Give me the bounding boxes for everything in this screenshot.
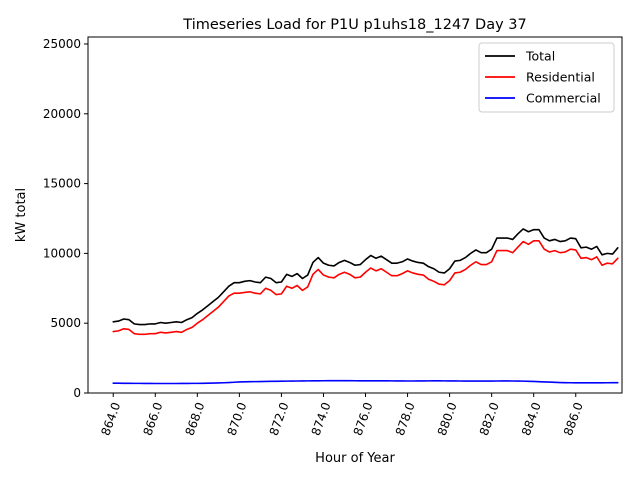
- series-line-commercial: [112, 379, 619, 385]
- plot-frame: [87, 36, 623, 394]
- y-tick-label: 10000: [43, 246, 81, 260]
- y-tick-label: 0: [73, 386, 81, 400]
- series-line-total: [112, 228, 619, 326]
- x-axis-label: Hour of Year: [315, 451, 395, 466]
- series-line-residential: [112, 240, 619, 336]
- legend-box: [478, 42, 615, 113]
- legend-label-commercial: Commercial: [526, 91, 601, 106]
- chart-title: Timeseries Load for P1U p1uhs18_1247 Day…: [182, 17, 526, 33]
- legend-label-total: Total: [525, 49, 555, 64]
- y-tick-label: 25000: [43, 37, 81, 51]
- legend: Total Residential Commercial: [478, 42, 615, 113]
- y-axis: 0 5000 10000 15000 20000 25000: [43, 37, 88, 400]
- y-tick-label: 20000: [43, 107, 81, 121]
- legend-label-residential: Residential: [526, 70, 595, 85]
- y-axis-label: kW total: [14, 188, 29, 242]
- y-tick-label: 15000: [43, 177, 81, 191]
- y-tick-label: 5000: [50, 316, 81, 330]
- series-layer: [112, 228, 619, 385]
